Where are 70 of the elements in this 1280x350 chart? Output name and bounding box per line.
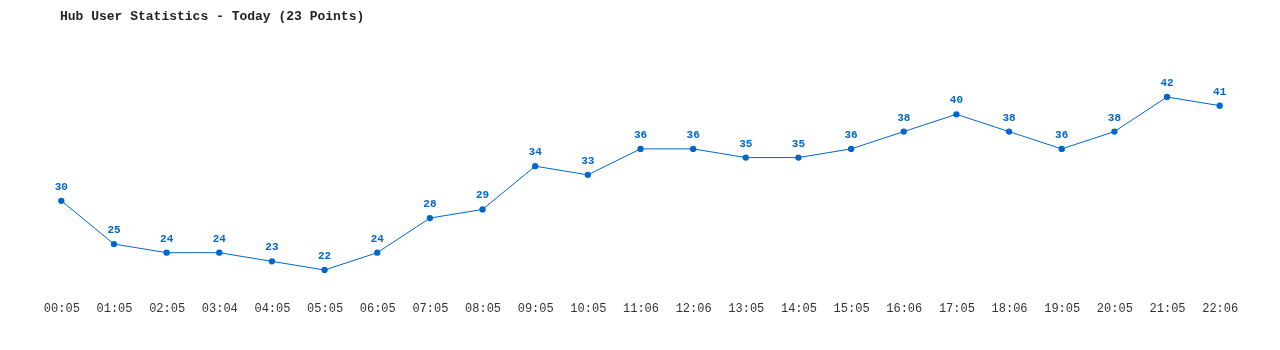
x-tick-label: 12:06 xyxy=(675,301,712,316)
point xyxy=(1111,128,1118,135)
data-label: 40 xyxy=(949,94,964,107)
point xyxy=(321,266,328,274)
data-label: 41 xyxy=(1213,85,1227,98)
chart-title: Hub User Statistics - Today (23 Points) xyxy=(60,9,365,24)
x-tick-label: 08:05 xyxy=(465,301,502,316)
data-label: 23 xyxy=(265,241,279,254)
point xyxy=(742,154,749,161)
point xyxy=(374,249,381,256)
x-tick-label: 02:05 xyxy=(149,301,186,316)
point xyxy=(900,128,907,135)
point xyxy=(532,163,539,170)
x-tick-label: 05:05 xyxy=(307,301,344,316)
data-label: 36 xyxy=(633,128,648,141)
data-label: 22 xyxy=(317,250,332,262)
point xyxy=(637,145,644,153)
data-label: 33 xyxy=(581,154,595,167)
x-tick-label: 20:05 xyxy=(1096,301,1133,316)
x-tick-label: 09:05 xyxy=(517,301,554,316)
data-label: 36 xyxy=(1055,128,1069,141)
x-tick-label: 17:05 xyxy=(938,301,975,316)
x-tick-label: 13:05 xyxy=(728,301,765,316)
x-tick-label: 18:06 xyxy=(991,301,1028,316)
x-tick-label: 07:05 xyxy=(412,301,449,316)
point xyxy=(795,154,802,161)
x-tick-label: 19:05 xyxy=(1044,301,1081,316)
data-label: 28 xyxy=(423,198,437,211)
x-tick-label: 06:05 xyxy=(359,301,396,316)
data-label: 25 xyxy=(107,224,121,237)
x-tick-label: 04:05 xyxy=(254,301,291,316)
point xyxy=(1058,145,1065,153)
x-tick-label: 15:05 xyxy=(833,301,870,316)
x-tick-label: 22:06 xyxy=(1202,301,1239,316)
x-tick-label: 16:06 xyxy=(886,301,923,316)
point xyxy=(1216,102,1223,109)
point xyxy=(953,111,960,118)
data-label: 38 xyxy=(897,111,911,124)
point xyxy=(216,249,223,256)
point xyxy=(1163,93,1171,101)
point xyxy=(847,145,855,153)
point xyxy=(268,258,276,265)
point xyxy=(1005,128,1013,135)
x-tick-label: 21:05 xyxy=(1149,301,1186,316)
data-label: 42 xyxy=(1160,77,1174,89)
data-label: 36 xyxy=(844,128,858,141)
data-label: 38 xyxy=(1002,111,1017,124)
data-label: 38 xyxy=(1107,111,1122,124)
point xyxy=(479,206,486,213)
data-label: 24 xyxy=(212,232,227,245)
point xyxy=(689,145,697,153)
point xyxy=(426,214,434,222)
point xyxy=(58,197,65,204)
x-tick-label: 14:05 xyxy=(780,301,817,316)
data-label: 24 xyxy=(160,232,174,245)
x-tick-label: 10:05 xyxy=(570,301,607,316)
data-label: 24 xyxy=(370,232,385,245)
point xyxy=(584,171,592,179)
x-tick-label: 01:05 xyxy=(96,301,133,316)
data-label: 29 xyxy=(475,189,490,202)
data-label: 30 xyxy=(54,180,68,193)
point xyxy=(163,249,170,256)
data-label: 36 xyxy=(686,128,700,141)
data-label: 35 xyxy=(739,137,753,150)
data-label: 35 xyxy=(791,137,806,150)
x-tick-label: 00:05 xyxy=(43,301,80,316)
point xyxy=(110,240,118,248)
data-label: 34 xyxy=(528,146,543,159)
x-tick-label: 03:04 xyxy=(201,301,238,316)
x-tick-label: 11:06 xyxy=(622,301,660,316)
